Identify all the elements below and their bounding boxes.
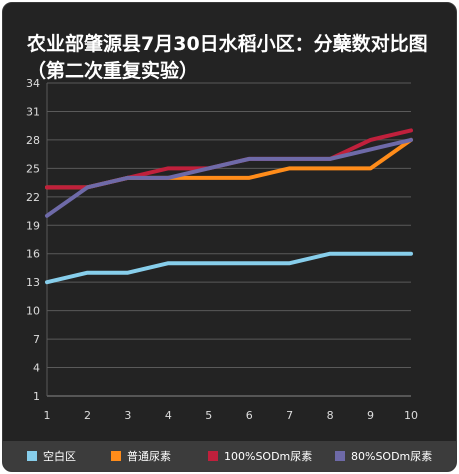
series-line-4: [45, 137, 413, 218]
x-tick-label: 2: [84, 409, 91, 422]
y-tick-label: 25: [26, 162, 40, 175]
x-tick-label: 9: [367, 409, 374, 422]
y-tick-label: 13: [26, 276, 40, 289]
chart-title: 农业部肇源县7月30日水稻小区：分蘖数对比图（第二次重复实验）: [27, 33, 428, 82]
x-tick-label: 10: [404, 409, 418, 422]
chart-legend: 空白区 普通尿素 100%SODm尿素 80%SODm尿素: [3, 441, 456, 471]
legend-item: 100%SODm尿素: [208, 441, 312, 471]
legend-label: 空白区: [43, 450, 76, 463]
legend-swatch: [208, 451, 218, 461]
y-tick-label: 16: [26, 248, 40, 261]
legend-label: 100%SODm尿素: [224, 450, 313, 463]
y-tick-label: 31: [26, 105, 40, 118]
y-tick-label: 28: [26, 134, 40, 147]
y-tick-label: 7: [33, 333, 40, 346]
legend-label: 80%SODm尿素: [351, 450, 433, 463]
legend-label: 普通尿素: [127, 450, 171, 463]
legend-swatch: [111, 451, 121, 461]
y-tick-label: 4: [33, 362, 40, 375]
series-line-1: [45, 251, 413, 285]
legend-item: 普通尿素: [111, 441, 171, 471]
legend-item: 80%SODm尿素: [335, 441, 432, 471]
x-tick-label: 3: [124, 409, 131, 422]
y-tick-label: 34: [26, 77, 40, 90]
y-tick-label: 19: [26, 219, 40, 232]
y-tick-label: 1: [33, 390, 40, 403]
y-tick-label: 10: [26, 305, 40, 318]
legend-swatch: [27, 451, 37, 461]
x-tick-label: 5: [205, 409, 212, 422]
x-tick-label: 1: [44, 409, 51, 422]
x-tick-label: 6: [246, 409, 253, 422]
x-tick-label: 8: [327, 409, 334, 422]
x-tick-label: 4: [165, 409, 172, 422]
legend-swatch: [335, 451, 345, 461]
x-tick-label: 7: [286, 409, 293, 422]
legend-item: 空白区: [27, 441, 76, 471]
y-tick-label: 22: [26, 191, 40, 204]
